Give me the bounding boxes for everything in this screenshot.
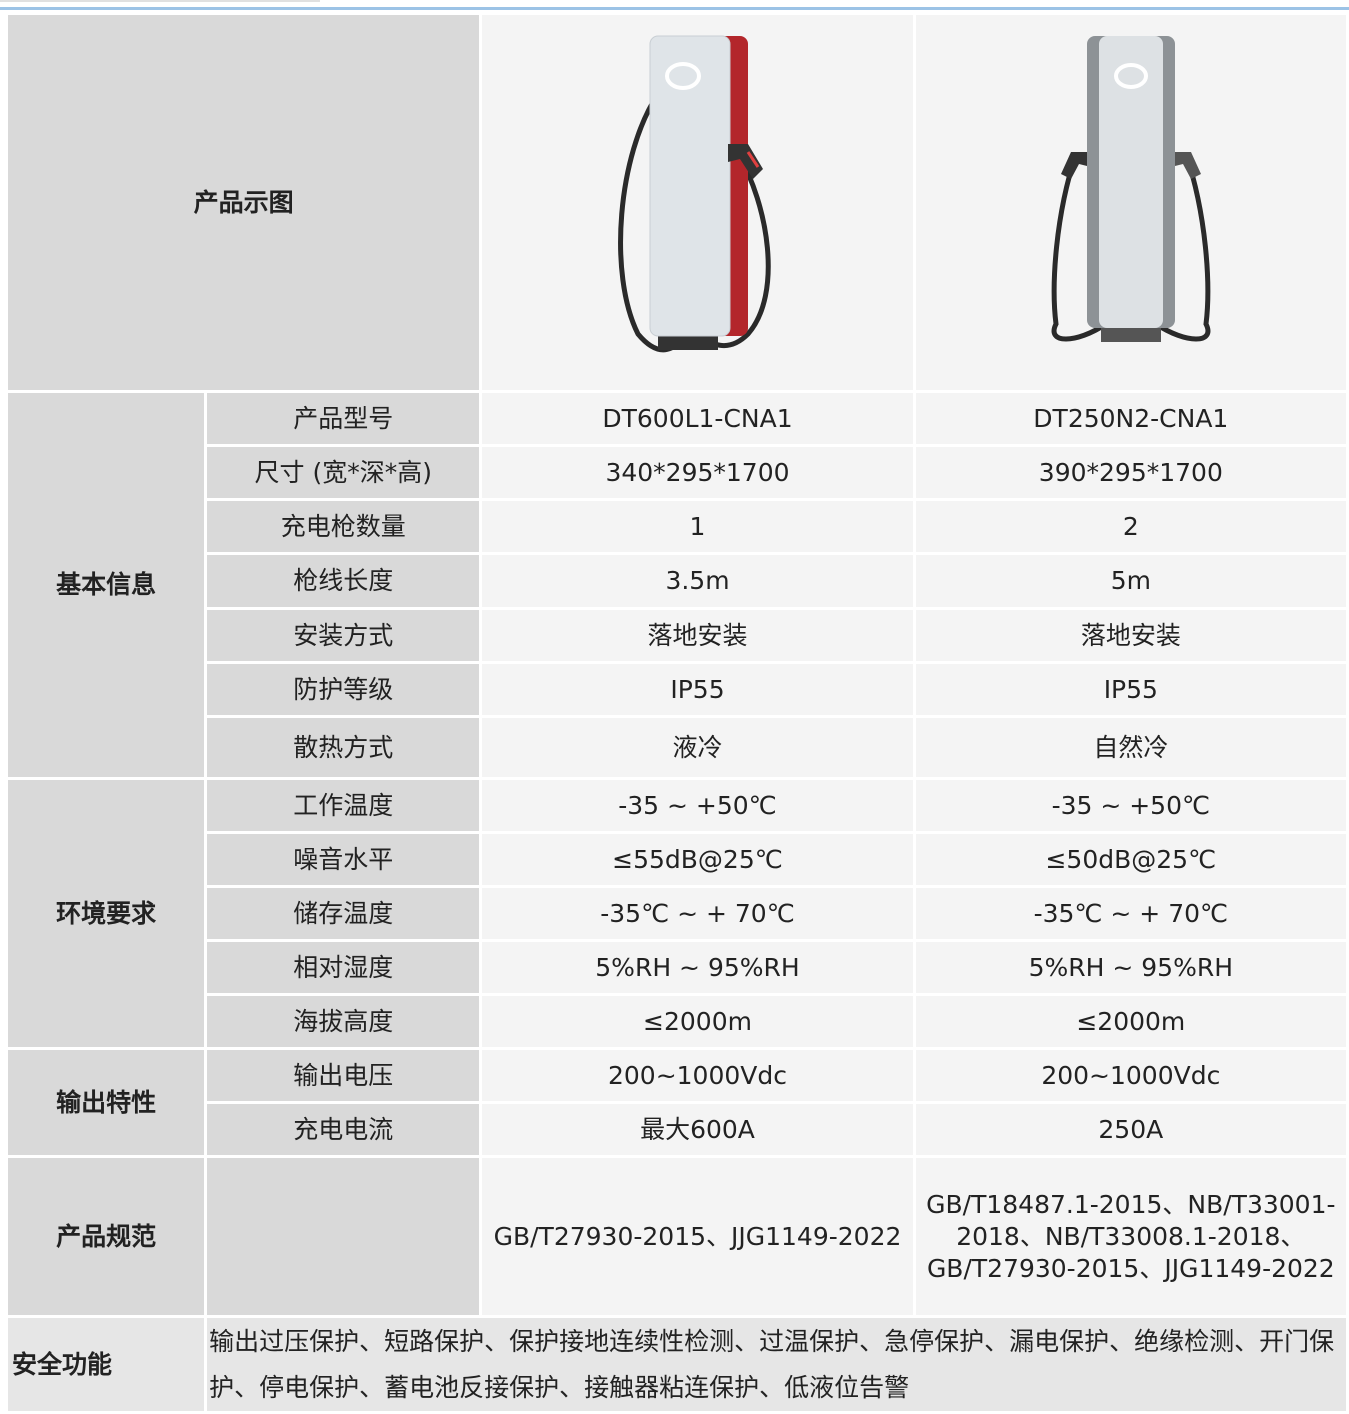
spec-row: 环境要求 工作温度 -35 ~ +50℃ -35 ~ +50℃ [4,777,1349,1050]
value-cell: ≤2000m [912,993,1349,1050]
spec-row: 尺寸 (宽*深*高) 340*295*1700 390*295*1700 [7,444,1349,501]
value-cell: -35 ~ +50℃ [912,777,1349,834]
group-label: 环境要求 [4,777,208,1050]
value-cell: -35℃ ~ + 70℃ [479,885,916,942]
value-cell: 3.5m [479,552,916,610]
value-cell: 1 [479,498,916,555]
value-cell: 200~1000Vdc [479,1047,916,1104]
value-cell: 250A [912,1101,1349,1158]
value-cell: 5m [912,552,1349,610]
spec-row: 防护等级 IP55 IP55 [7,661,1349,718]
value-cell: -35℃ ~ + 70℃ [912,885,1349,942]
value-cell: DT600L1-CNA1 [479,390,916,447]
spec-row: 基本信息 产品型号 DT600L1-CNA1 DT250N2-CNA1 [4,390,1349,780]
group-label: 输出特性 [4,1047,208,1158]
value-cell: 自然冷 [912,715,1349,780]
charger-image [617,35,771,352]
value-cell: 5%RH ~ 95%RH [912,939,1349,996]
row-label: 工作温度 [204,777,483,834]
group-label: 产品规范 [4,1155,208,1318]
spec-row: 充电枪数量 1 2 [7,498,1349,555]
top-rule [0,0,320,2]
value-cell: DT250N2-CNA1 [912,390,1349,447]
spec-row: 输出特性 输出电压 200~1000Vdc 200~1000Vdc [4,1047,1349,1158]
value-cell: ≤55dB@25℃ [479,831,916,888]
row-label: 安装方式 [204,607,483,664]
row-label: 散热方式 [204,715,483,780]
row-label: 产品示图 [4,12,483,393]
value-cell: 落地安装 [479,607,916,664]
value-cell: GB/T18487.1-2015、NB/T33001-2018、NB/T3300… [912,1155,1349,1318]
value-cell: 最大600A [479,1101,916,1158]
spec-row: 产品规范 GB/T27930-2015、JJG1149-2022 GB/T18487… [4,1155,1349,1318]
spec-row: 储存温度 -35℃ ~ + 70℃ -35℃ ~ + 70℃ [7,885,1349,942]
spec-table: 产品示图 基本信息 产品型号 DT600L1-CNA1 DT250N2-CNA1 尺寸 … [4,12,1349,1414]
image-cell [479,12,916,393]
spec-row: 海拔高度 ≤2000m ≤2000m [7,993,1349,1050]
image-cell [912,12,1349,393]
row-label: 输出电压 [204,1047,483,1104]
row-label: 充电枪数量 [204,498,483,555]
value-cell: IP55 [479,661,916,718]
value-cell: 落地安装 [912,607,1349,664]
row-label: 枪线长度 [204,552,483,610]
value-cell: 液冷 [479,715,916,780]
row-label: 噪音水平 [204,831,483,888]
row-label: 尺寸 (宽*深*高) [204,444,483,501]
row-label: 防护等级 [204,661,483,718]
value-cell: 5%RH ~ 95%RH [479,939,916,996]
spec-row: 噪音水平 ≤55dB@25℃ ≤50dB@25℃ [7,831,1349,888]
spec-row: 相对湿度 5%RH ~ 95%RH 5%RH ~ 95%RH [7,939,1349,996]
group-label: 基本信息 [4,390,208,780]
group-label: 安全功能 [4,1315,208,1414]
top-rule [0,7,1349,10]
row-label: 海拔高度 [204,993,483,1050]
value-cell: ≤50dB@25℃ [912,831,1349,888]
spec-row: 充电电流 最大600A 250A [7,1101,1349,1158]
row-label [204,1155,483,1318]
value-cell: -35 ~ +50℃ [479,777,916,834]
row-label: 充电电流 [204,1101,483,1158]
spec-row: 散热方式 液冷 自然冷 [7,715,1349,780]
value-cell: IP55 [912,661,1349,718]
value-cell: 340*295*1700 [479,444,916,501]
value-cell: GB/T27930-2015、JJG1149-2022 [479,1155,916,1318]
value-cell: 2 [912,498,1349,555]
value-cell: ≤2000m [479,993,916,1050]
row-label: 储存温度 [204,885,483,942]
row-label: 产品型号 [204,390,483,447]
image-row: 产品示图 [4,12,1349,393]
value-cell: 390*295*1700 [912,444,1349,501]
safety-text: 输出过压保护、短路保护、保护接地连续性检测、过温保护、急停保护、漏电保护、绝缘检… [204,1315,1349,1414]
row-label: 相对湿度 [204,939,483,996]
safety-row: 安全功能 输出过压保护、短路保护、保护接地连续性检测、过温保护、急停保护、漏电保护… [4,1315,1349,1414]
value-cell: 200~1000Vdc [912,1047,1349,1104]
charger-image [1051,35,1211,342]
spec-row: 安装方式 落地安装 落地安装 [7,607,1349,664]
spec-row: 枪线长度 3.5m 5m [7,552,1349,610]
